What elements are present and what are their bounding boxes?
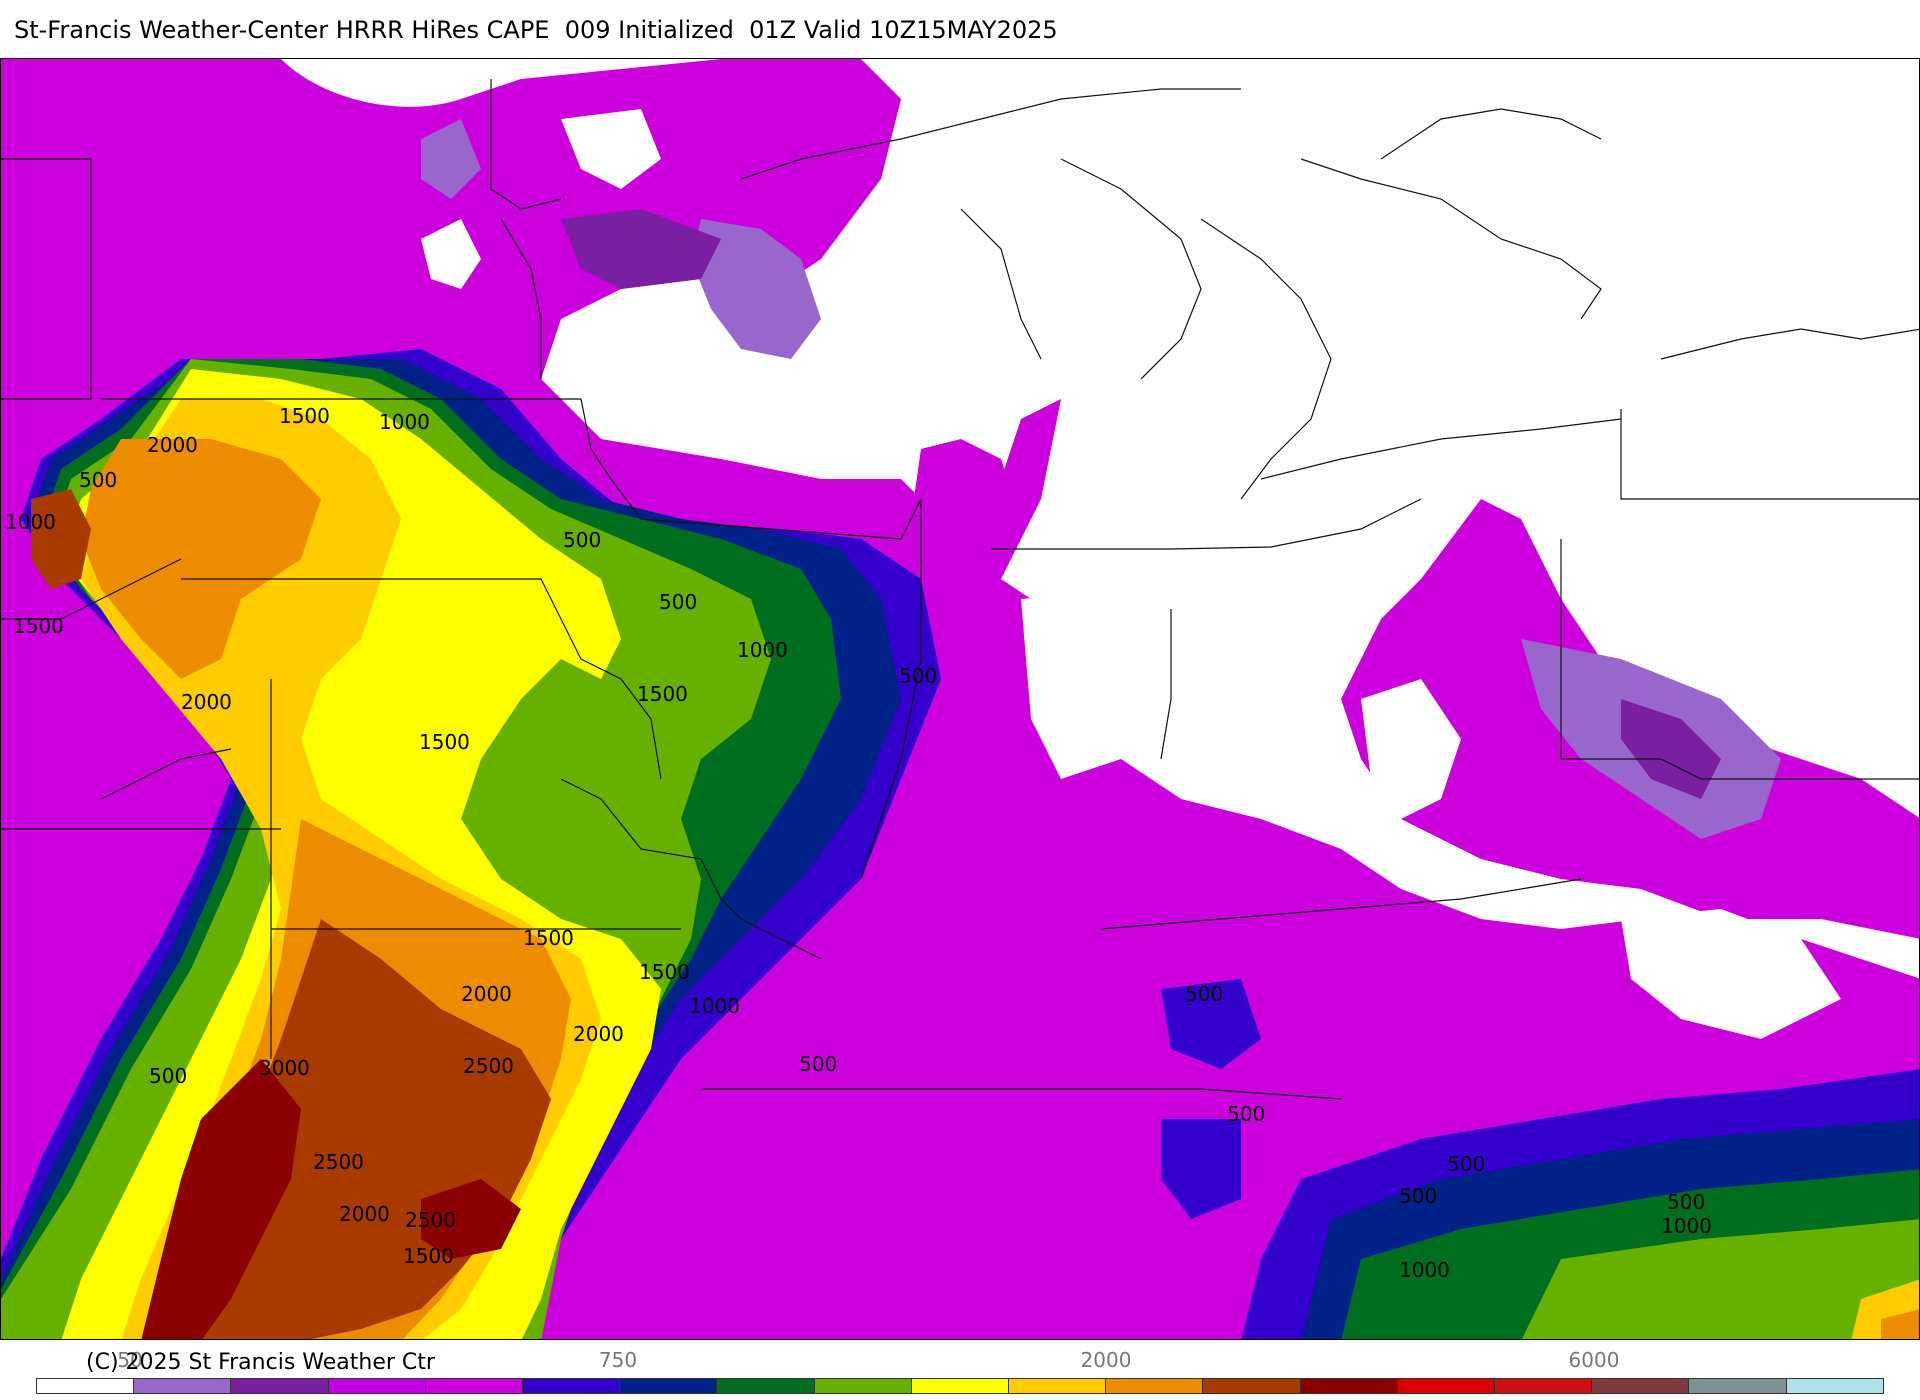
contour-label: 1000	[379, 410, 430, 434]
cape-colorbar	[36, 1378, 1884, 1394]
contour-label: 500	[563, 528, 601, 552]
colorbar-swatch	[231, 1379, 329, 1393]
colorbar-swatch	[1689, 1379, 1787, 1393]
contour-label: 500	[149, 1064, 187, 1088]
contour-label: 2500	[463, 1054, 514, 1078]
colorbar-swatch	[1009, 1379, 1107, 1393]
contour-label: 1500	[13, 614, 64, 638]
contour-label: 500	[659, 590, 697, 614]
contour-label: 1000	[689, 994, 740, 1018]
contour-label: 2000	[461, 982, 512, 1006]
contour-label: 2500	[405, 1208, 456, 1232]
contour-label: 1500	[523, 926, 574, 950]
map-svg: 2000 1500 1000 500 1000 1500 500 500 100…	[1, 59, 1919, 1339]
contour-label: 500	[1185, 982, 1223, 1006]
colorbar-tick-label: 50	[117, 1348, 143, 1372]
colorbar-swatch	[425, 1379, 524, 1393]
colorbar-swatch	[328, 1379, 426, 1393]
contour-label: 1500	[419, 730, 470, 754]
colorbar-swatch	[523, 1379, 621, 1393]
contour-label: 500	[1399, 1184, 1437, 1208]
copyright-text: (C) 2025 St Francis Weather Ctr	[86, 1350, 435, 1375]
colorbar-swatch	[620, 1379, 718, 1393]
colorbar-swatch	[1106, 1379, 1204, 1393]
contour-label: 500	[899, 664, 937, 688]
colorbar-swatch	[1300, 1379, 1398, 1393]
cape-map: 2000 1500 1000 500 1000 1500 500 500 100…	[0, 58, 1920, 1340]
colorbar-swatch	[911, 1379, 1010, 1393]
contour-label: 500	[79, 468, 117, 492]
contour-label: 500	[1447, 1152, 1485, 1176]
colorbar-swatch	[1592, 1379, 1690, 1393]
colorbar-tick-label: 2000	[1080, 1348, 1132, 1372]
colorbar-swatch	[1203, 1379, 1301, 1393]
contour-label: 1000	[5, 510, 56, 534]
colorbar-swatch	[717, 1379, 815, 1393]
contour-label: 2000	[147, 433, 198, 457]
colorbar-swatch	[134, 1379, 232, 1393]
colorbar-swatch	[1397, 1379, 1496, 1393]
contour-label: 2000	[573, 1022, 624, 1046]
colorbar-swatch	[1786, 1379, 1883, 1393]
colorbar-swatch	[37, 1379, 135, 1393]
colorbar-tick-label: 6000	[1568, 1348, 1620, 1372]
contour-label: 1500	[637, 682, 688, 706]
contour-label: 1500	[279, 404, 330, 428]
contour-label: 2000	[339, 1202, 390, 1226]
map-title: St-Francis Weather-Center HRRR HiRes CAP…	[14, 16, 1058, 44]
contour-labels: 2000 1500 1000 500 1000 1500 500 500 100…	[5, 404, 1712, 1282]
geographic-boundaries	[1, 79, 1919, 1100]
contour-label: 1000	[737, 638, 788, 662]
colorbar-tick-label: 750	[598, 1348, 638, 1372]
colorbar-swatch	[1495, 1379, 1593, 1393]
contour-label: 3000	[259, 1056, 310, 1080]
colorbar-tick-labels: 50 750 2000 6000	[0, 1348, 1920, 1374]
contour-label: 1500	[403, 1244, 454, 1268]
contour-label: 500	[799, 1052, 837, 1076]
contour-label: 500	[1227, 1102, 1265, 1126]
contour-label: 1000	[1399, 1258, 1450, 1282]
contour-label: 2500	[313, 1150, 364, 1174]
colorbar-swatch	[814, 1379, 912, 1393]
contour-label: 2000	[181, 690, 232, 714]
contour-label: 1000	[1661, 1214, 1712, 1238]
contour-label: 500	[1667, 1190, 1705, 1214]
contour-label: 1500	[639, 960, 690, 984]
